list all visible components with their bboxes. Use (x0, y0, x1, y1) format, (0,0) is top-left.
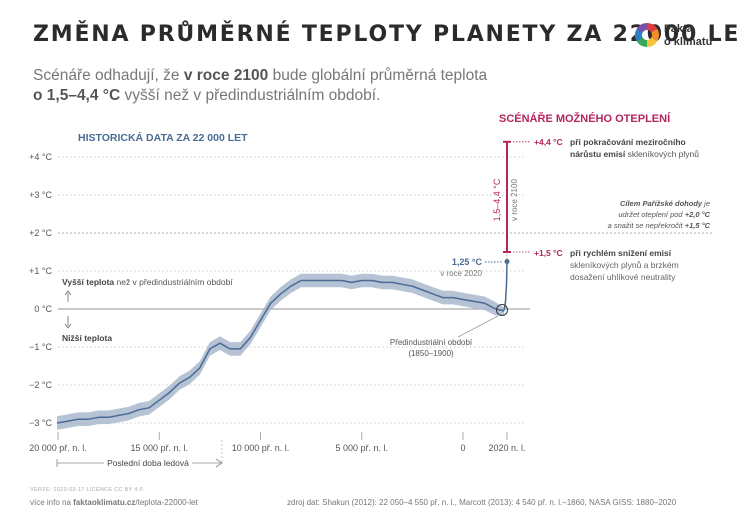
current-value: 1,25 °C (452, 257, 483, 267)
more-info: více info na faktaoklimatu.cz/teplota-22… (30, 498, 198, 507)
x-tick-label: 20 000 př. n. l. (29, 443, 87, 453)
y-tick-label: +3 °C (29, 190, 52, 200)
axis-ticks: +4 °C +3 °C +2 °C +1 °C 0 °C −1 °C −2 °C −3 °C 2… (29, 152, 525, 453)
page-title: ZMĚNA PRŮMĚRNÉ TEPLOTY PLANETY ZA 22000 … (33, 22, 740, 47)
y-tick-label: +4 °C (29, 152, 52, 162)
ice-age-label: Poslední doba ledová (107, 458, 189, 468)
uncertainty-area (57, 260, 507, 430)
preindustrial-leader (457, 315, 499, 338)
scenarios-title: SCÉNÁŘE MOŽNÉHO OTEPLENÍ (499, 112, 671, 125)
data-source: zdroj dat: Shakun (2012): 22 050–4 550 p… (287, 498, 677, 507)
high-label: při pokračování meziročního (570, 137, 686, 147)
logo-line-2: o klimatu (664, 36, 713, 48)
y-tick-label: −1 °C (29, 342, 52, 352)
paris-line-2: udržet oteplení pod +2,0 °C (618, 210, 710, 219)
y-tick-label: 0 °C (34, 304, 52, 314)
high-label-2: nárůstu emisí skleníkových plynů (570, 149, 699, 159)
temperature-line (56, 261, 508, 424)
y-tick-label: +2 °C (29, 228, 52, 238)
subtitle: Scénáře odhadují, že v roce 2100 bude gl… (33, 67, 488, 104)
preindustrial-circle (496, 304, 508, 316)
logo: Fakta o klimatu (634, 22, 734, 54)
current-year: v roce 2020 (440, 269, 482, 278)
preindustrial-years: (1850–1900) (408, 349, 454, 358)
x-tick-label: 15 000 př. n. l. (130, 443, 188, 453)
low-value: +1,5 °C (534, 248, 563, 258)
higher-arrow-icon (64, 290, 72, 302)
higher-temp-label: Vyšší teplota než v předindustriálním ob… (62, 277, 233, 287)
high-value: +4,4 °C (534, 137, 563, 147)
x-tick-label: 2020 n. l. (488, 443, 525, 453)
y-tick-label: −3 °C (29, 418, 52, 428)
grid (58, 156, 712, 424)
lower-arrow-icon (64, 316, 72, 329)
logo-line-1: Fakta (664, 23, 693, 35)
chart-title: HISTORICKÁ DATA ZA 22 000 LET (78, 131, 248, 144)
logo-wheel-icon (634, 22, 660, 48)
preindustrial-label: Předindustriální období (390, 338, 473, 347)
x-tick-label: 10 000 př. n. l. (232, 443, 290, 453)
low-label-3: dosažení uhlíkové neutrality (570, 272, 676, 282)
range-year: v roce 2100 (510, 179, 519, 221)
uncertainty-band (57, 260, 507, 430)
y-tick-label: −2 °C (29, 380, 52, 390)
scenario-range (503, 140, 530, 262)
version-label: VERZE: 2023-03-17 LICENCE CC BY 4.0 (30, 487, 143, 493)
low-label-2: skleníkových plynů a brzkém (570, 260, 679, 270)
paris-line-3: a snažit se nepřekročit +1,5 °C (608, 221, 711, 230)
more-info-link[interactable]: faktaoklimatu.cz (73, 498, 136, 507)
paris-line-1: Cílem Pařížské dohody je (620, 199, 710, 208)
range-label: 1,5–4,4 °C (492, 178, 502, 221)
x-tick-label: 5 000 př. n. l. (335, 443, 388, 453)
x-tick-label: 0 (460, 443, 465, 453)
low-label: při rychlém snížení emisí (570, 248, 672, 258)
y-tick-label: +1 °C (29, 266, 52, 276)
lower-temp-label: Nižší teplota (62, 333, 112, 343)
